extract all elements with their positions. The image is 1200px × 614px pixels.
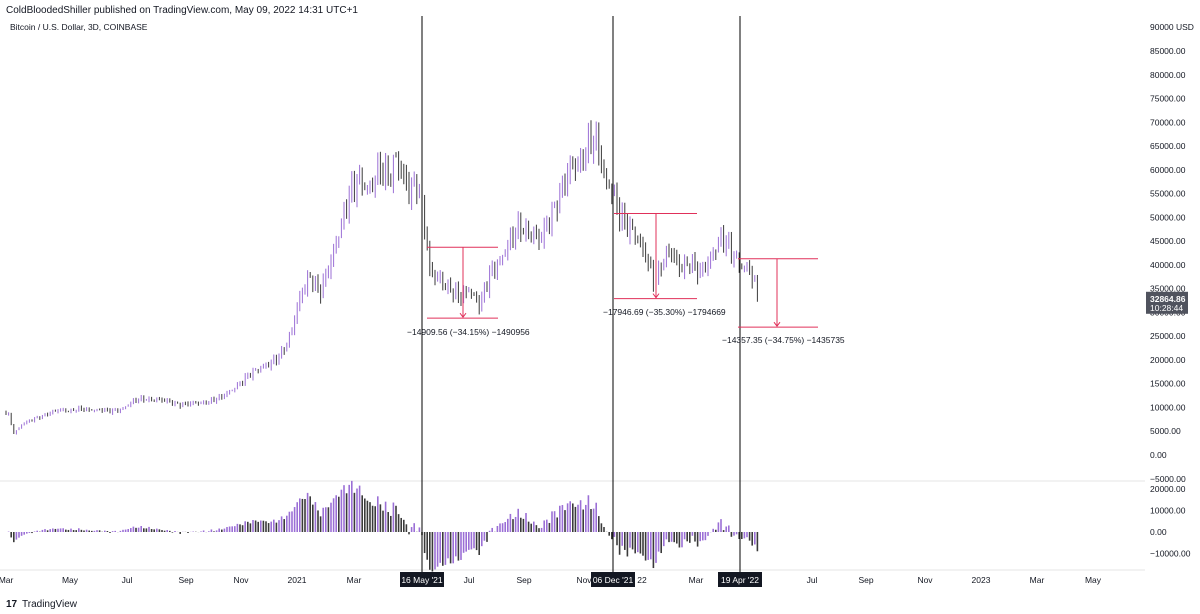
tradingview-logo: 17 TradingView	[6, 599, 78, 610]
y-tick-label: 65000.00	[1150, 141, 1186, 151]
axis-lines	[0, 480, 1145, 571]
y-tick-label: 60000.00	[1150, 165, 1186, 175]
y-tick-label: 55000.00	[1150, 189, 1186, 199]
date-marker-label: 19 Apr '22	[721, 575, 759, 585]
last-price-countdown: 10:28:44	[1150, 303, 1183, 313]
y-top-label: 90000 USD	[1150, 22, 1194, 32]
x-tick-label: 2021	[288, 575, 307, 585]
x-tick-label: Nov	[576, 575, 592, 585]
x-tick-label: Mar	[347, 575, 362, 585]
x-tick-label: Jul	[122, 575, 133, 585]
y-tick-label: 80000.00	[1150, 70, 1186, 80]
y-tick-label: 10000.00	[1150, 402, 1186, 412]
osc-tick-label: 0.00	[1150, 527, 1167, 537]
publisher-header: ColdBloodedShiller published on TradingV…	[6, 5, 358, 16]
x-tick-label: Sep	[178, 575, 193, 585]
measure-arrow-head	[652, 293, 660, 299]
y-tick-label: 15000.00	[1150, 379, 1186, 389]
y-tick-label: 25000.00	[1150, 331, 1186, 341]
measure-arrow-head	[459, 312, 467, 318]
osc-tick-label: 10000.00	[1150, 506, 1186, 516]
y-tick-label: 70000.00	[1150, 117, 1186, 127]
x-tick-label: Nov	[917, 575, 933, 585]
x-tick-label: Sep	[516, 575, 531, 585]
x-tick-label: May	[62, 575, 79, 585]
x-tick-label: 22	[637, 575, 647, 585]
oscillator-bars	[7, 480, 759, 572]
date-marker-label: 06 Dec '21	[593, 575, 634, 585]
y-tick-label: 0.00	[1150, 450, 1167, 460]
x-tick-label: 2023	[972, 575, 991, 585]
last-price-value: 32864.86	[1150, 294, 1186, 304]
date-marker-bg	[400, 572, 444, 587]
x-tick-label: Jul	[807, 575, 818, 585]
x-tick-label: Nov	[233, 575, 249, 585]
measure-label: −17946.69 (−35.30%) −1794669	[603, 307, 726, 317]
tradingview-logo-icon: 17	[6, 599, 18, 610]
x-tick-label: May	[1085, 575, 1102, 585]
y-tick-label: 85000.00	[1150, 46, 1186, 56]
osc-tick-label: −10000.00	[1150, 549, 1191, 559]
measure-label: −14909.56 (−34.15%) −1490956	[407, 327, 530, 337]
date-marker-bg	[591, 572, 635, 587]
y-axis-oscillator[interactable]: 20000.00 10000.00 0.00 −10000.00	[1150, 484, 1191, 559]
measurement-tools: −14909.56 (−34.15%) −1490956 −17946.69 (−…	[407, 213, 845, 345]
osc-tick-label: 20000.00	[1150, 484, 1186, 494]
y-tick-label: −5000.00	[1150, 474, 1186, 484]
x-tick-label: Jul	[464, 575, 475, 585]
brand-label: TradingView	[22, 599, 78, 610]
x-tick-label: Mar	[0, 575, 13, 585]
vertical-markers	[421, 16, 741, 587]
y-tick-label: 45000.00	[1150, 236, 1186, 246]
y-tick-label: 50000.00	[1150, 212, 1186, 222]
measure-arrow-head	[773, 321, 781, 327]
date-marker-bg	[718, 572, 762, 587]
date-marker-label: 16 May '21	[401, 575, 443, 585]
price-candles	[5, 120, 758, 435]
y-tick-label: 5000.00	[1150, 426, 1181, 436]
measure-label: −14357.35 (−34.75%) −1435735	[722, 335, 845, 345]
y-axis-price[interactable]: 85000.00 80000.00 75000.00 70000.00 65000.00…	[1150, 22, 1194, 484]
last-price-bg	[1146, 291, 1188, 314]
x-axis[interactable]: Mar May Jul Sep Nov 2021 Mar 16 May '21 Jul Sep No…	[0, 572, 1102, 587]
symbol-title: Bitcoin / U.S. Dollar, 3D, COINBASE	[10, 22, 148, 32]
x-tick-label: Mar	[1030, 575, 1045, 585]
x-tick-label: Mar	[689, 575, 704, 585]
y-tick-label: 75000.00	[1150, 94, 1186, 104]
y-tick-label: 35000.00	[1150, 284, 1186, 294]
x-tick-label: Sep	[858, 575, 873, 585]
y-tick-label: 40000.00	[1150, 260, 1186, 270]
y-tick-label: 20000.00	[1150, 355, 1186, 365]
